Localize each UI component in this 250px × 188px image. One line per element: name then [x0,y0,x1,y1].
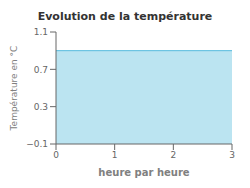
svg-text:−0.1: −0.1 [26,139,48,149]
svg-text:2: 2 [170,150,176,160]
svg-text:0.3: 0.3 [34,102,48,112]
svg-text:3: 3 [229,150,235,160]
html-text:Evolution de la température: Evolution de la température [37,10,213,23]
svg-text:heure par heure: heure par heure [98,167,189,178]
svg-text:1.1: 1.1 [34,27,48,37]
svg-text:0.7: 0.7 [34,65,48,75]
svg-text:Température en °C: Température en °C [9,46,19,132]
svg-text:0: 0 [53,150,59,160]
svg-text:1: 1 [112,150,118,160]
